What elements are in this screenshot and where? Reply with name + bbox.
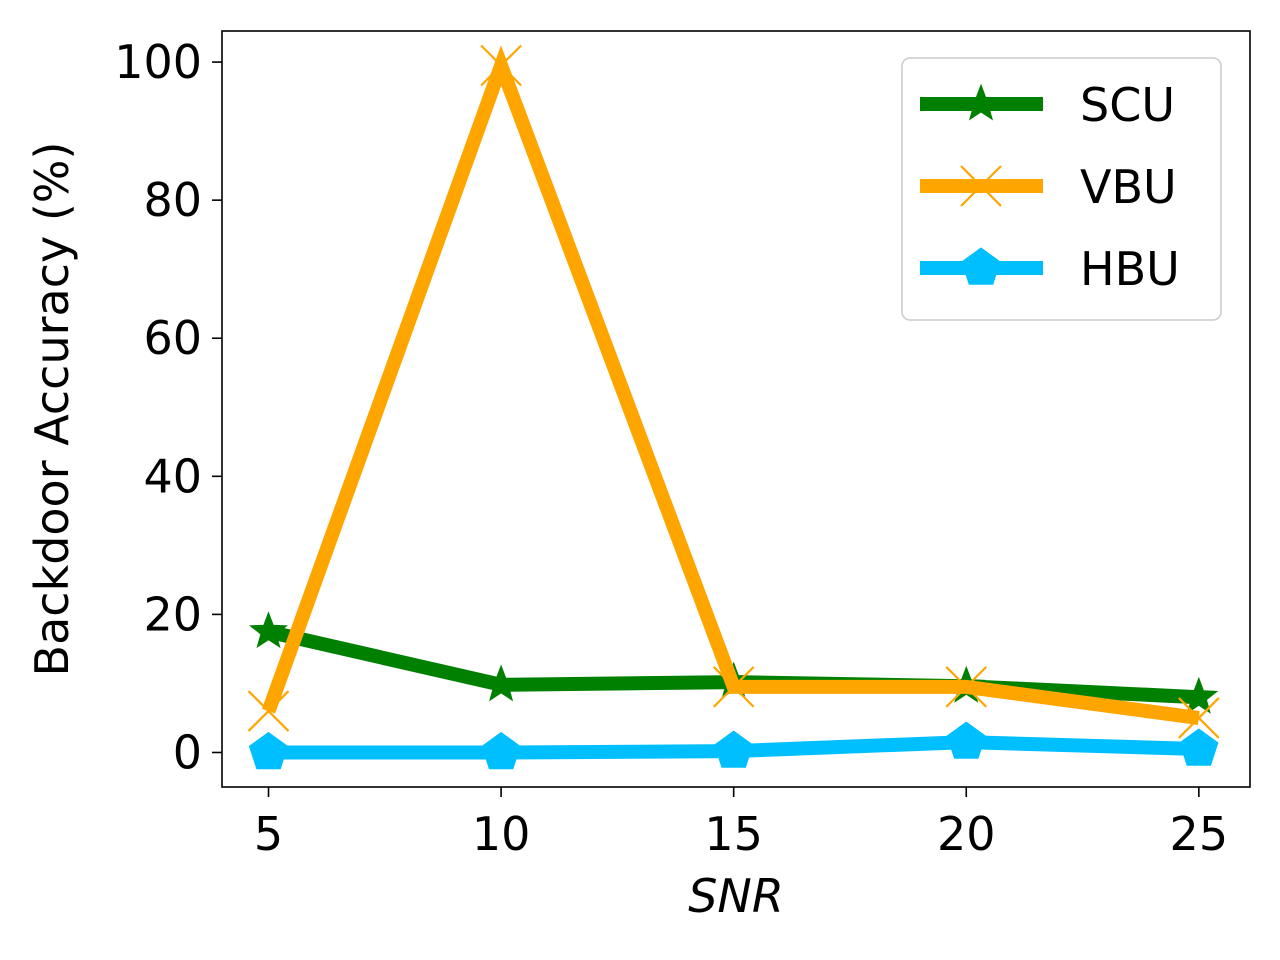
data-point-scu — [249, 611, 288, 649]
data-point-vbu — [945, 666, 988, 708]
legend-item-scu: SCU — [920, 78, 1175, 132]
y-tick-label: 60 — [143, 311, 202, 365]
y-tick-label: 0 — [173, 725, 202, 779]
legend-item-hbu: HBU — [920, 242, 1180, 296]
legend-marker-scu — [961, 83, 1001, 121]
y-axis-ticks: 0 20 40 60 80 100 — [114, 35, 222, 779]
data-point-hbu — [714, 730, 754, 768]
legend-label-scu: SCU — [1080, 78, 1175, 132]
legend-item-vbu: VBU — [920, 160, 1177, 214]
series-hbu — [248, 721, 1219, 770]
data-point-hbu — [248, 731, 289, 770]
y-tick-label: 40 — [143, 449, 202, 503]
x-tick-label: 25 — [1170, 807, 1229, 861]
series-layer — [247, 44, 1220, 770]
data-point-hbu — [481, 731, 521, 770]
data-point-scu — [1179, 676, 1219, 714]
legend-label-hbu: HBU — [1080, 242, 1180, 296]
x-axis-ticks: 5 10 15 20 25 — [254, 787, 1228, 861]
y-tick-label: 80 — [143, 173, 202, 227]
x-tick-label: 15 — [704, 807, 763, 861]
legend-marker-hbu — [961, 247, 1001, 285]
data-point-hbu — [946, 721, 986, 759]
legend-label-vbu: VBU — [1080, 160, 1177, 214]
y-axis-label: Backdoor Accuracy (%) — [25, 142, 79, 677]
data-point-hbu — [1179, 728, 1219, 766]
legend: SCU VBU HBU — [901, 57, 1222, 321]
data-point-vbu — [712, 666, 755, 708]
y-tick-label: 20 — [143, 587, 202, 641]
x-tick-label: 5 — [254, 807, 283, 861]
x-axis-label: SNR — [688, 869, 784, 923]
series-vbu — [247, 44, 1220, 739]
x-tick-label: 10 — [472, 807, 531, 861]
plot-frame — [221, 30, 1251, 788]
data-point-vbu — [1178, 697, 1220, 739]
data-point-scu — [481, 664, 521, 702]
data-point-vbu — [247, 690, 290, 732]
x-tick-label: 20 — [937, 807, 996, 861]
data-point-vbu — [480, 44, 522, 87]
legend-marker-vbu — [960, 165, 1002, 207]
y-tick-label: 100 — [114, 35, 202, 89]
